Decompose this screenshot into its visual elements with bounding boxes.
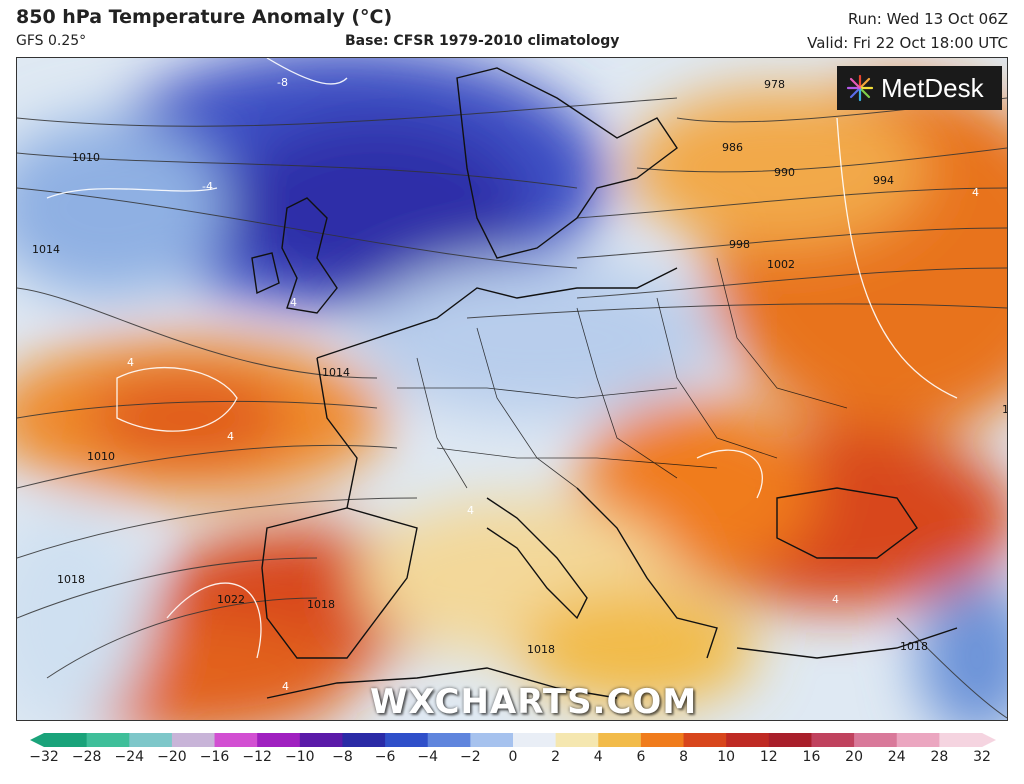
- legend-tick-label: −2: [460, 749, 481, 765]
- valid-time-label: Valid: Fri 22 Oct 18:00 UTC: [807, 34, 1008, 52]
- isobar-label: 986: [722, 141, 743, 154]
- legend-color-segment: [640, 733, 685, 747]
- isobar-label: 1014: [32, 243, 60, 256]
- map-title: 850 hPa Temperature Anomaly (°C): [16, 6, 393, 28]
- legend-tick-label: −8: [332, 749, 353, 765]
- legend-tick-label: −16: [199, 749, 230, 765]
- isobar-label: 1018: [900, 640, 928, 653]
- legend-tick-label: 28: [930, 749, 949, 765]
- anomaly-map: 978 986 990 994 998 1002 1010 1014 1014 …: [16, 57, 1008, 721]
- isobar-labels: 978 986 990 994 998 1002 1010 1014 1014 …: [32, 78, 1008, 656]
- legend-color-segment: [171, 733, 216, 747]
- legend-color-segment: [854, 733, 898, 747]
- legend-tick-label: −4: [417, 749, 439, 765]
- model-label: GFS 0.25°: [16, 33, 87, 49]
- legend-color-segment: [768, 733, 812, 747]
- legend-tick-label: 32: [973, 749, 991, 765]
- legend-color-segment: [683, 733, 727, 747]
- legend-color-segment: [257, 733, 301, 747]
- legend-max-arrow: [982, 733, 996, 747]
- legend-tick-label: 4: [593, 749, 603, 765]
- anomaly-label: 4: [972, 186, 979, 199]
- legend-color-segment: [44, 733, 88, 747]
- isobar-label: 1018: [307, 598, 335, 611]
- legend-color-segment: [214, 733, 258, 747]
- legend-segments: [30, 733, 996, 747]
- legend-color-segment: [811, 733, 855, 747]
- metdesk-logo-text: MetDesk: [881, 72, 984, 103]
- metdesk-logo: MetDesk: [837, 66, 1002, 110]
- legend-tick-label: 24: [887, 749, 906, 765]
- legend-tick-label: −10: [285, 749, 315, 765]
- anomaly-label: 4: [290, 296, 297, 309]
- legend-color-segment: [598, 733, 642, 747]
- country-borders: [397, 257, 848, 489]
- anomaly-labels: -8 -4 4 4 4 4 4 4 4: [127, 76, 979, 693]
- legend-color-segment: [470, 733, 514, 747]
- anomaly-label: -8: [277, 76, 288, 89]
- isobar-label: 1018: [1002, 403, 1008, 416]
- legend-color-segment: [555, 733, 599, 747]
- legend-color-segment: [299, 733, 343, 747]
- isobar-label: 990: [774, 166, 795, 179]
- legend-tick-label: −28: [71, 749, 102, 765]
- color-scale-legend: [30, 733, 996, 747]
- isobar-label: 1010: [87, 450, 115, 463]
- isobar-label: 1002: [767, 258, 795, 271]
- isobar-label: 1010: [72, 151, 100, 164]
- anomaly-label: -4: [202, 180, 213, 193]
- legend-color-segment: [427, 733, 471, 747]
- legend-min-arrow: [30, 733, 44, 747]
- legend-tick-label: −6: [374, 749, 396, 765]
- legend-tick-label: 10: [717, 749, 736, 765]
- legend-color-segment: [939, 733, 983, 747]
- legend-tick-label: 12: [759, 749, 778, 765]
- run-time-label: Run: Wed 13 Oct 06Z: [848, 10, 1008, 28]
- legend-tick-label: −12: [242, 749, 272, 765]
- coastlines: [251, 67, 958, 699]
- legend-color-segment: [86, 733, 130, 747]
- legend-tick-label: 20: [845, 749, 863, 765]
- legend-tick-label: 6: [636, 749, 646, 765]
- legend-tick-label: 2: [551, 749, 561, 765]
- anomaly-label: 4: [832, 593, 839, 606]
- isobar-label: 1022: [217, 593, 245, 606]
- legend-tick-label: 0: [508, 749, 518, 765]
- anomaly-label: 4: [127, 356, 134, 369]
- legend-color-segment: [513, 733, 557, 747]
- isobar-label: 1018: [57, 573, 85, 586]
- metdesk-logo-icon: [846, 74, 874, 102]
- isobar-label: 1018: [527, 643, 555, 656]
- isobar-label: 978: [764, 78, 785, 91]
- isobar-label: 994: [873, 174, 894, 187]
- isobar-label: 1014: [322, 366, 350, 379]
- legend-tick-label: 8: [679, 749, 688, 765]
- map-canvas: 978 986 990 994 998 1002 1010 1014 1014 …: [17, 58, 1008, 720]
- legend-color-segment: [129, 733, 173, 747]
- isobar-label: 998: [729, 238, 750, 251]
- anomaly-label: 4: [467, 504, 474, 517]
- climatology-base-label: Base: CFSR 1979-2010 climatology: [345, 33, 620, 49]
- anomaly-label: 4: [282, 680, 289, 693]
- legend-tick-label: −32: [29, 749, 59, 765]
- anomaly-contours: [46, 58, 958, 659]
- legend-color-segment: [896, 733, 940, 747]
- legend-tick-label: −24: [114, 749, 145, 765]
- legend-tick-label: 16: [802, 749, 821, 765]
- wxcharts-watermark: WXCHARTS.COM: [370, 682, 698, 722]
- legend-color-segment: [342, 733, 386, 747]
- anomaly-label: 4: [227, 430, 234, 443]
- legend-color-segment: [385, 733, 429, 747]
- legend-color-segment: [726, 733, 770, 747]
- temperature-field: [17, 58, 1007, 720]
- legend-tick-label: −20: [157, 749, 187, 765]
